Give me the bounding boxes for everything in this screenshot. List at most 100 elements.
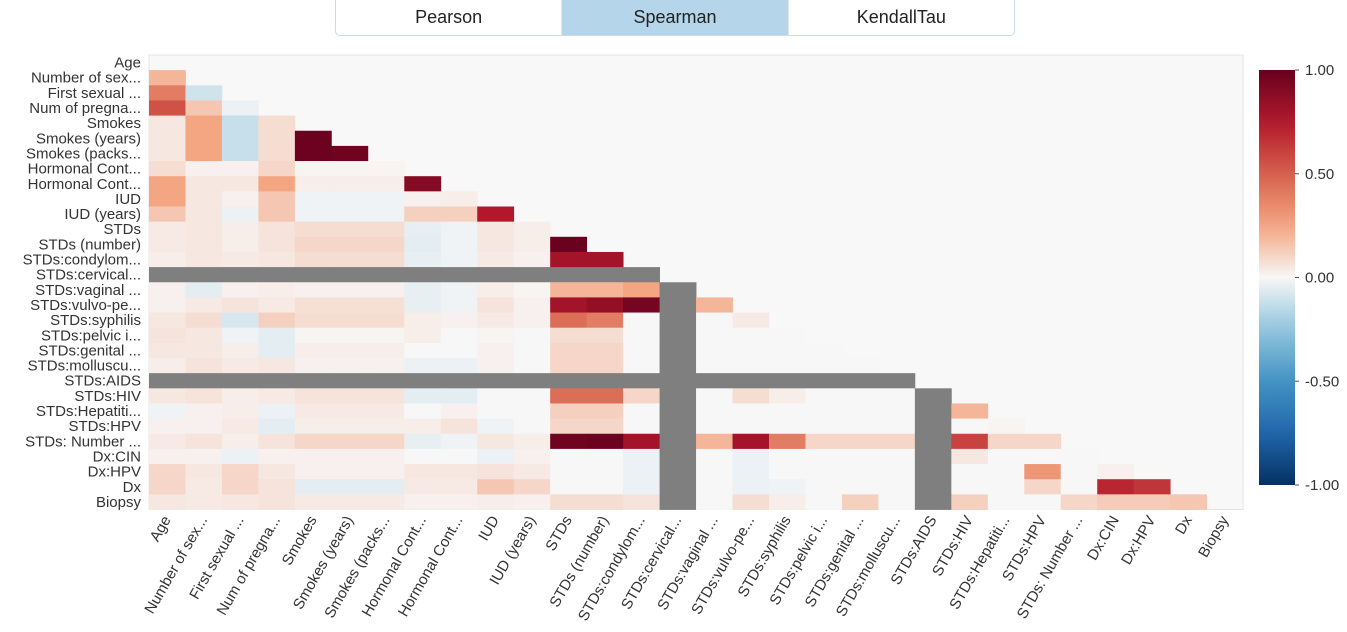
- heatmap-cell: [914, 494, 952, 510]
- heatmap-cell: [659, 448, 697, 465]
- heatmap-cell: [696, 479, 733, 495]
- row-label: Age: [114, 55, 141, 72]
- heatmap-cell: [623, 327, 660, 344]
- heatmap-cell: [258, 251, 296, 268]
- heatmap-cell: [258, 373, 296, 389]
- heatmap-cell: [732, 358, 770, 374]
- heatmap-cell: [550, 342, 588, 359]
- heatmap-cell: [586, 327, 624, 344]
- heatmap-cell: [258, 312, 296, 329]
- heatmap-cell: [149, 297, 186, 313]
- heatmap-cell: [404, 206, 442, 223]
- heatmap-cell: [841, 448, 879, 465]
- tab-spearman[interactable]: Spearman: [561, 0, 788, 35]
- heatmap-cell: [185, 342, 223, 359]
- heatmap-cell: [696, 342, 733, 359]
- heatmap-cell: [1060, 464, 1098, 480]
- heatmap-cell: [878, 388, 916, 404]
- heatmap-cell: [586, 251, 624, 268]
- heatmap-cell: [258, 342, 296, 359]
- heatmap-cell: [258, 115, 296, 132]
- heatmap-cell: [1133, 494, 1171, 510]
- heatmap-cell: [404, 403, 442, 419]
- row-label: STDs:genital ...: [38, 342, 141, 359]
- heatmap-cell: [440, 312, 478, 329]
- heatmap-cell: [550, 448, 588, 465]
- row-label: STDs:syphilis: [50, 312, 141, 329]
- heatmap-cell: [477, 267, 515, 283]
- row-label: Smokes: [87, 115, 141, 132]
- row-label: STDs (number): [38, 236, 141, 253]
- heatmap-cell: [185, 358, 223, 374]
- heatmap-cell: [367, 327, 405, 344]
- heatmap-cell: [258, 433, 296, 450]
- heatmap-cell: [477, 433, 515, 450]
- heatmap-cell: [404, 251, 442, 268]
- heatmap-cell: [404, 433, 442, 450]
- row-label: STDs: [104, 221, 142, 238]
- heatmap-cell: [258, 191, 296, 207]
- heatmap-cell: [841, 403, 879, 419]
- tab-pearson[interactable]: Pearson: [415, 7, 483, 27]
- heatmap-cell: [294, 221, 332, 238]
- heatmap-cell: [586, 312, 624, 329]
- heatmap-cell: [1097, 479, 1135, 495]
- heatmap-cell: [331, 297, 369, 313]
- heatmap-cell: [513, 297, 551, 313]
- heatmap-cell: [440, 448, 478, 465]
- heatmap-cell: [696, 464, 733, 480]
- heatmap-cell: [404, 358, 442, 374]
- heatmap-cell: [404, 176, 442, 192]
- heatmap-cell: [805, 358, 843, 374]
- heatmap-cell: [185, 251, 223, 268]
- heatmap-cell: [404, 191, 442, 207]
- heatmap-cell: [367, 236, 405, 253]
- heatmap-cell: [149, 145, 186, 162]
- row-label: STDs:vulvo-pe...: [30, 297, 141, 314]
- heatmap-cell: [659, 327, 697, 344]
- heatmap-cell: [732, 312, 770, 329]
- tab-kendalltau[interactable]: KendallTau: [787, 0, 1014, 35]
- heatmap-cell: [914, 403, 952, 419]
- heatmap-cell: [149, 312, 186, 329]
- heatmap-cell: [696, 358, 733, 374]
- heatmap-cell: [294, 161, 332, 177]
- heatmap-cell: [258, 176, 296, 192]
- heatmap-cell: [404, 312, 442, 329]
- heatmap-cell: [367, 403, 405, 419]
- heatmap-cell: [477, 297, 515, 313]
- heatmap-cell: [696, 312, 733, 329]
- heatmap-cell: [367, 479, 405, 495]
- heatmap-cell: [659, 479, 697, 495]
- heatmap-cell: [440, 403, 478, 419]
- heatmap-cell: [987, 433, 1025, 450]
- heatmap-cell: [477, 312, 515, 329]
- heatmap-cell: [258, 388, 296, 404]
- heatmap-cell: [659, 282, 697, 298]
- heatmap-cell: [331, 176, 369, 192]
- heatmap-cell: [659, 312, 697, 329]
- heatmap-cell: [440, 342, 478, 359]
- heatmap-cell: [221, 130, 259, 147]
- heatmap-cell: [404, 448, 442, 465]
- heatmap-cell: [1097, 464, 1135, 480]
- heatmap-cell: [1024, 494, 1062, 510]
- heatmap-cell: [696, 297, 733, 313]
- heatmap-cell: [367, 418, 405, 435]
- heatmap-cell: [513, 418, 551, 435]
- heatmap-cell: [841, 479, 879, 495]
- heatmap-cell: [404, 418, 442, 435]
- heatmap-cell: [477, 342, 515, 359]
- heatmap-cell: [1024, 464, 1062, 480]
- heatmap-cell: [586, 373, 624, 389]
- col-label: Age: [147, 513, 175, 545]
- heatmap-cell: [331, 358, 369, 374]
- heatmap-cell: [149, 206, 186, 223]
- heatmap-cell: [331, 373, 369, 389]
- heatmap-cell: [440, 327, 478, 344]
- heatmap-cell: [1170, 494, 1208, 510]
- heatmap-cell: [586, 342, 624, 359]
- heatmap-cell: [440, 358, 478, 374]
- heatmap-cell: [951, 433, 989, 450]
- heatmap-cell: [404, 494, 442, 510]
